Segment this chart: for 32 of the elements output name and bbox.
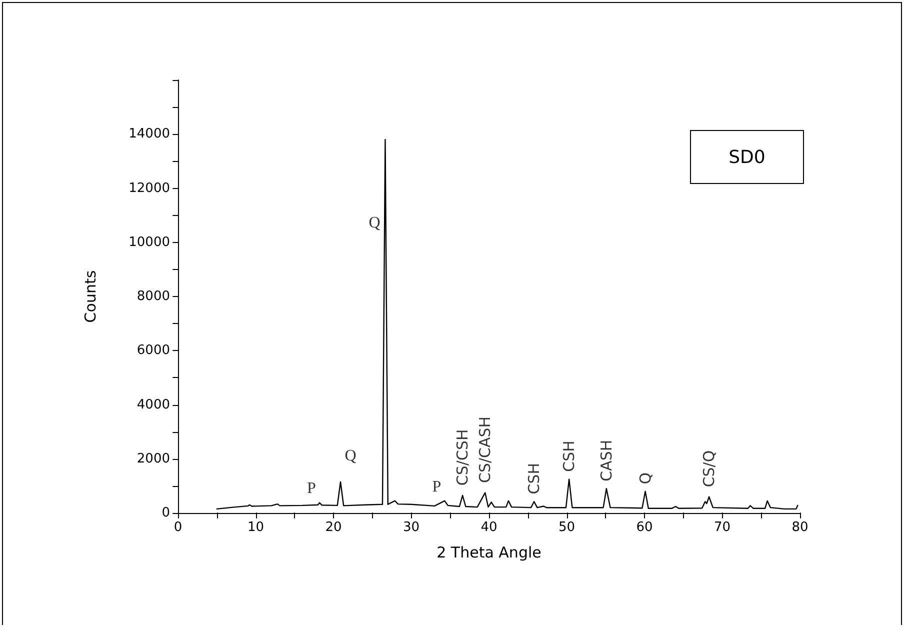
- x-tick-label: 60: [636, 520, 653, 535]
- y-tick-label: 0: [162, 506, 170, 520]
- y-axis-title: Counts: [82, 270, 100, 323]
- annotation: CS/CASH: [476, 416, 494, 483]
- x-tick-label: 30: [402, 520, 420, 535]
- annotation: P: [432, 478, 442, 496]
- annotation: Q: [368, 214, 381, 232]
- y-tick-label: 4000: [136, 397, 170, 412]
- x-tick-label: 80: [792, 520, 808, 535]
- annotation: Q: [636, 472, 654, 484]
- y-tick-label: 14000: [128, 126, 170, 142]
- annotation: CSH: [560, 440, 578, 472]
- text-box: SD0: [690, 130, 804, 184]
- x-tick-label: 10: [247, 520, 264, 535]
- annotation: CS/Q: [700, 450, 718, 488]
- annotation: P: [307, 480, 316, 498]
- x-tick-label: 0: [174, 520, 182, 535]
- y-tick-label: 2000: [136, 451, 170, 466]
- y-tick-label: 10000: [128, 234, 170, 250]
- annotation: CSH: [525, 462, 544, 494]
- x-axis-title: 2 Theta Angle: [436, 544, 542, 562]
- annotation: CASH: [597, 440, 616, 482]
- annotation: Q: [344, 447, 357, 464]
- x-tick-label: 20: [325, 520, 342, 535]
- x-tick-label: 50: [558, 520, 576, 535]
- y-tick-label: 12000: [128, 180, 170, 196]
- line-series: [216, 138, 798, 510]
- x-tick-label: 70: [714, 520, 731, 535]
- y-tick-label: 8000: [136, 289, 170, 304]
- y-tick-label: 6000: [136, 343, 170, 358]
- x-tick-label: 40: [480, 520, 498, 535]
- annotation: CS/CSH: [454, 429, 472, 486]
